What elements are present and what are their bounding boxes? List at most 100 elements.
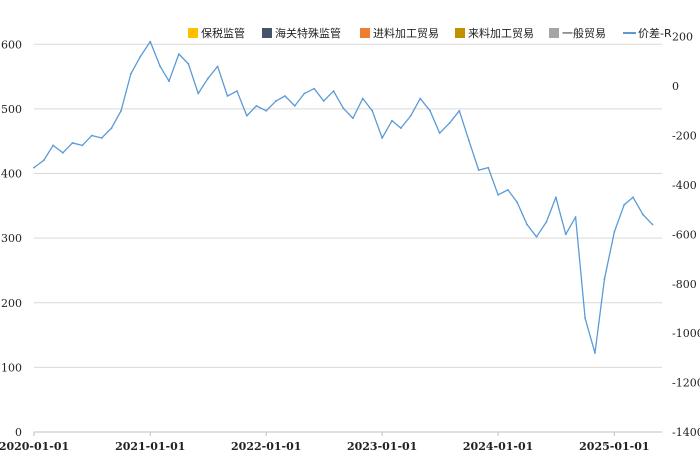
line-layer [33,40,654,354]
right-tick-label--200: -200 [672,130,697,143]
spread-point-2024-07-01 [555,196,557,199]
spread-point-2025-03-01 [632,196,634,199]
legend-label-general: 一般贸易 [562,27,606,40]
spread-point-2022-11-01 [361,97,364,100]
left-tick-label-300: 300 [1,232,22,245]
x-tick-label-4: 2024-01-01 [463,440,533,453]
spread-point-2023-10-01 [467,139,470,142]
legend-label-spread: 价差-R [638,26,672,40]
spread-point-2021-10-01 [236,90,238,92]
left-tick-label-200: 200 [1,297,22,310]
spread-point-2020-01-01 [33,166,35,169]
spread-point-2025-04-01 [642,213,644,216]
spread-line-series [33,41,653,354]
spread-point-2024-01-01 [497,193,499,196]
legend-layer: 保税监管 海关特殊监管 进料加工贸易 来料加工贸易 一般贸易 价差-R [188,26,672,40]
left-tick-label-100: 100 [1,361,22,374]
right-tick-label--400: -400 [672,179,697,192]
spread-point-2024-03-01 [516,201,519,204]
spread-point-2020-04-01 [62,151,64,154]
legend-swatch-processing_supplied [455,28,465,38]
left-tick-label-600: 600 [1,38,22,51]
spread-point-2021-06-01 [197,92,200,95]
spread-point-2023-04-01 [409,114,412,117]
spread-point-2023-07-01 [438,132,441,134]
grid-layer [34,43,662,433]
spread-point-2020-09-01 [110,127,113,130]
spread-point-2024-09-01 [574,216,577,218]
spread-point-2024-08-01 [564,233,567,236]
legend-swatch-general [549,28,559,38]
spread-point-2021-12-01 [255,104,258,107]
spread-point-2022-06-01 [313,87,316,90]
legend-label-processing_import: 进料加工贸易 [373,26,439,40]
x-tick-label-5: 2025-01-01 [579,440,649,453]
spread-point-2021-09-01 [226,95,229,97]
spread-point-2023-05-01 [419,97,422,100]
spread-point-2022-07-01 [322,100,325,102]
right-tick-label--600: -600 [672,228,697,241]
legend-label-processing_supplied: 来料加工贸易 [468,26,534,40]
legend-label-special: 海关特殊监管 [275,26,341,40]
spread-point-2023-11-01 [477,169,480,172]
spread-point-2023-01-01 [381,137,384,139]
spread-point-2023-02-01 [391,119,393,122]
spread-point-2023-08-01 [448,122,451,125]
legend-swatch-processing_import [360,28,370,38]
spread-point-2020-02-01 [42,159,45,162]
right-tick-label-200: 200 [672,31,693,44]
spread-point-2025-01-01 [613,230,616,233]
spread-point-2023-12-01 [487,166,490,169]
spread-point-2022-09-01 [342,107,345,110]
spread-point-2021-11-01 [245,114,248,117]
spread-point-2021-05-01 [187,62,190,65]
left-tick-label-400: 400 [1,168,22,181]
spread-point-2021-03-01 [168,80,170,83]
spread-point-2021-01-01 [149,40,152,43]
spread-point-2024-05-01 [535,235,538,238]
spread-point-2023-09-01 [458,109,461,112]
spread-point-2025-05-01 [651,223,654,226]
x-tick-label-3: 2023-01-01 [347,440,417,453]
spread-point-2025-02-01 [623,203,626,206]
spread-point-2020-05-01 [71,142,74,144]
spread-point-2022-01-01 [265,109,268,112]
spread-point-2024-02-01 [507,188,509,191]
legend-label-bonded: 保税监管 [201,26,245,40]
spread-point-2022-12-01 [371,109,374,112]
spread-point-2020-03-01 [52,144,54,147]
spread-point-2024-06-01 [545,221,548,223]
spread-point-2021-07-01 [206,77,209,80]
spread-point-2022-03-01 [284,95,286,97]
spread-point-2021-02-01 [159,65,162,68]
x-tick-label-0: 2020-01-01 [0,440,69,453]
axes-layer: 0 100 200 300 400 500 600 -1400 -1200 -1000 -800 -6… [0,31,700,453]
spread-point-2024-12-01 [603,277,606,280]
legend-swatch-special [262,28,272,38]
spread-point-2024-04-01 [526,223,528,226]
x-tick-label-2: 2022-01-01 [231,440,301,453]
legend-swatch-bonded [188,28,198,38]
right-tick-label-0: 0 [672,80,679,93]
spread-point-2020-11-01 [129,72,132,75]
right-tick-label--1000: -1000 [672,327,700,340]
spread-point-2020-07-01 [90,134,93,137]
spread-point-2020-12-01 [139,55,142,58]
left-tick-label-0: 0 [15,426,22,439]
spread-point-2020-10-01 [120,109,122,112]
spread-point-2022-10-01 [352,117,354,120]
spread-point-2021-08-01 [216,65,219,68]
right-tick-label--1200: -1200 [672,377,700,390]
right-tick-label--1400: -1400 [672,426,700,439]
spread-point-2023-03-01 [399,127,402,130]
spread-point-2022-02-01 [275,100,277,102]
left-tick-label-500: 500 [1,103,22,116]
spread-point-2022-05-01 [303,92,306,95]
spread-point-2024-10-01 [584,317,587,320]
spread-point-2020-08-01 [100,137,103,139]
right-tick-label--800: -800 [672,278,697,291]
spread-point-2023-06-01 [429,109,432,112]
x-tick-label-1: 2021-01-01 [115,440,185,453]
